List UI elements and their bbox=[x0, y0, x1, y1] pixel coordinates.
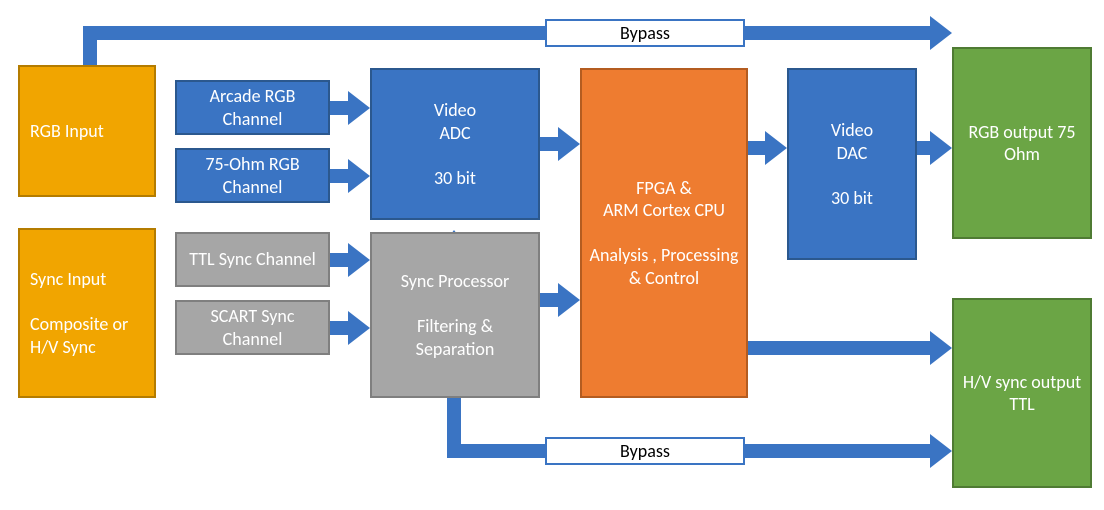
scart_sync-box: SCART Sync Channel bbox=[175, 300, 330, 355]
rgb_out-box: RGB output 75 Ohm bbox=[952, 47, 1092, 239]
sync_proc-label: Sync Processor Filtering & Separation bbox=[378, 270, 532, 360]
arrow-bypass-top-h bbox=[83, 16, 952, 50]
arcade_rgb-box: Arcade RGB Channel bbox=[175, 80, 330, 135]
bypass-label-bottom: Bypass bbox=[545, 437, 745, 465]
ttl_sync-box: TTL Sync Channel bbox=[175, 232, 330, 287]
sync_input-box: Sync Input Composite or H/V Sync bbox=[18, 228, 156, 398]
sync_input-label: Sync Input Composite or H/V Sync bbox=[30, 268, 128, 358]
hv_out-box: H/V sync output TTL bbox=[952, 298, 1092, 488]
arrow-ttl-to-sync bbox=[330, 243, 370, 277]
connector-layer bbox=[0, 0, 1104, 510]
bypass-label-bottom-text: Bypass bbox=[620, 440, 670, 462]
fpga-label: FPGA & ARM Cortex CPU Analysis , Process… bbox=[588, 177, 740, 290]
ohm75_rgb-box: 75-Ohm RGB Channel bbox=[175, 148, 330, 203]
rgb_input-box: RGB Input bbox=[18, 65, 156, 197]
arrow-fpga-to-dac bbox=[748, 131, 787, 165]
bypass-label-top: Bypass bbox=[545, 19, 745, 47]
arrow-dac-to-rgbout bbox=[917, 131, 952, 165]
ohm75_rgb-label: 75-Ohm RGB Channel bbox=[183, 153, 322, 198]
arrow-adc-to-fpga bbox=[540, 127, 580, 161]
rgb_out-label: RGB output 75 Ohm bbox=[960, 121, 1084, 166]
scart_sync-label: SCART Sync Channel bbox=[183, 305, 322, 350]
arrow-ohm75-to-adc bbox=[330, 159, 370, 193]
arrow-fpga-to-hvout bbox=[748, 331, 952, 365]
video_adc-label: Video ADC 30 bit bbox=[434, 99, 476, 189]
arrow-arcade-to-adc bbox=[330, 91, 370, 125]
ttl_sync-label: TTL Sync Channel bbox=[189, 248, 315, 271]
arrow-scart-to-sync bbox=[330, 311, 370, 345]
arrow-syncproc-to-fpga bbox=[540, 283, 580, 317]
arcade_rgb-label: Arcade RGB Channel bbox=[183, 85, 322, 130]
video_dac-box: Video DAC 30 bit bbox=[787, 68, 917, 260]
video_adc-box: Video ADC 30 bit bbox=[370, 68, 540, 220]
bypass-label-top-text: Bypass bbox=[620, 22, 670, 44]
rgb_input-label: RGB Input bbox=[30, 120, 104, 143]
diagram-canvas: RGB Input Sync Input Composite or H/V Syn… bbox=[0, 0, 1104, 510]
hv_out-label: H/V sync output TTL bbox=[963, 371, 1081, 416]
fpga-box: FPGA & ARM Cortex CPU Analysis , Process… bbox=[580, 68, 748, 398]
sync_proc-box: Sync Processor Filtering & Separation bbox=[370, 232, 540, 398]
video_dac-label: Video DAC 30 bit bbox=[831, 119, 873, 209]
